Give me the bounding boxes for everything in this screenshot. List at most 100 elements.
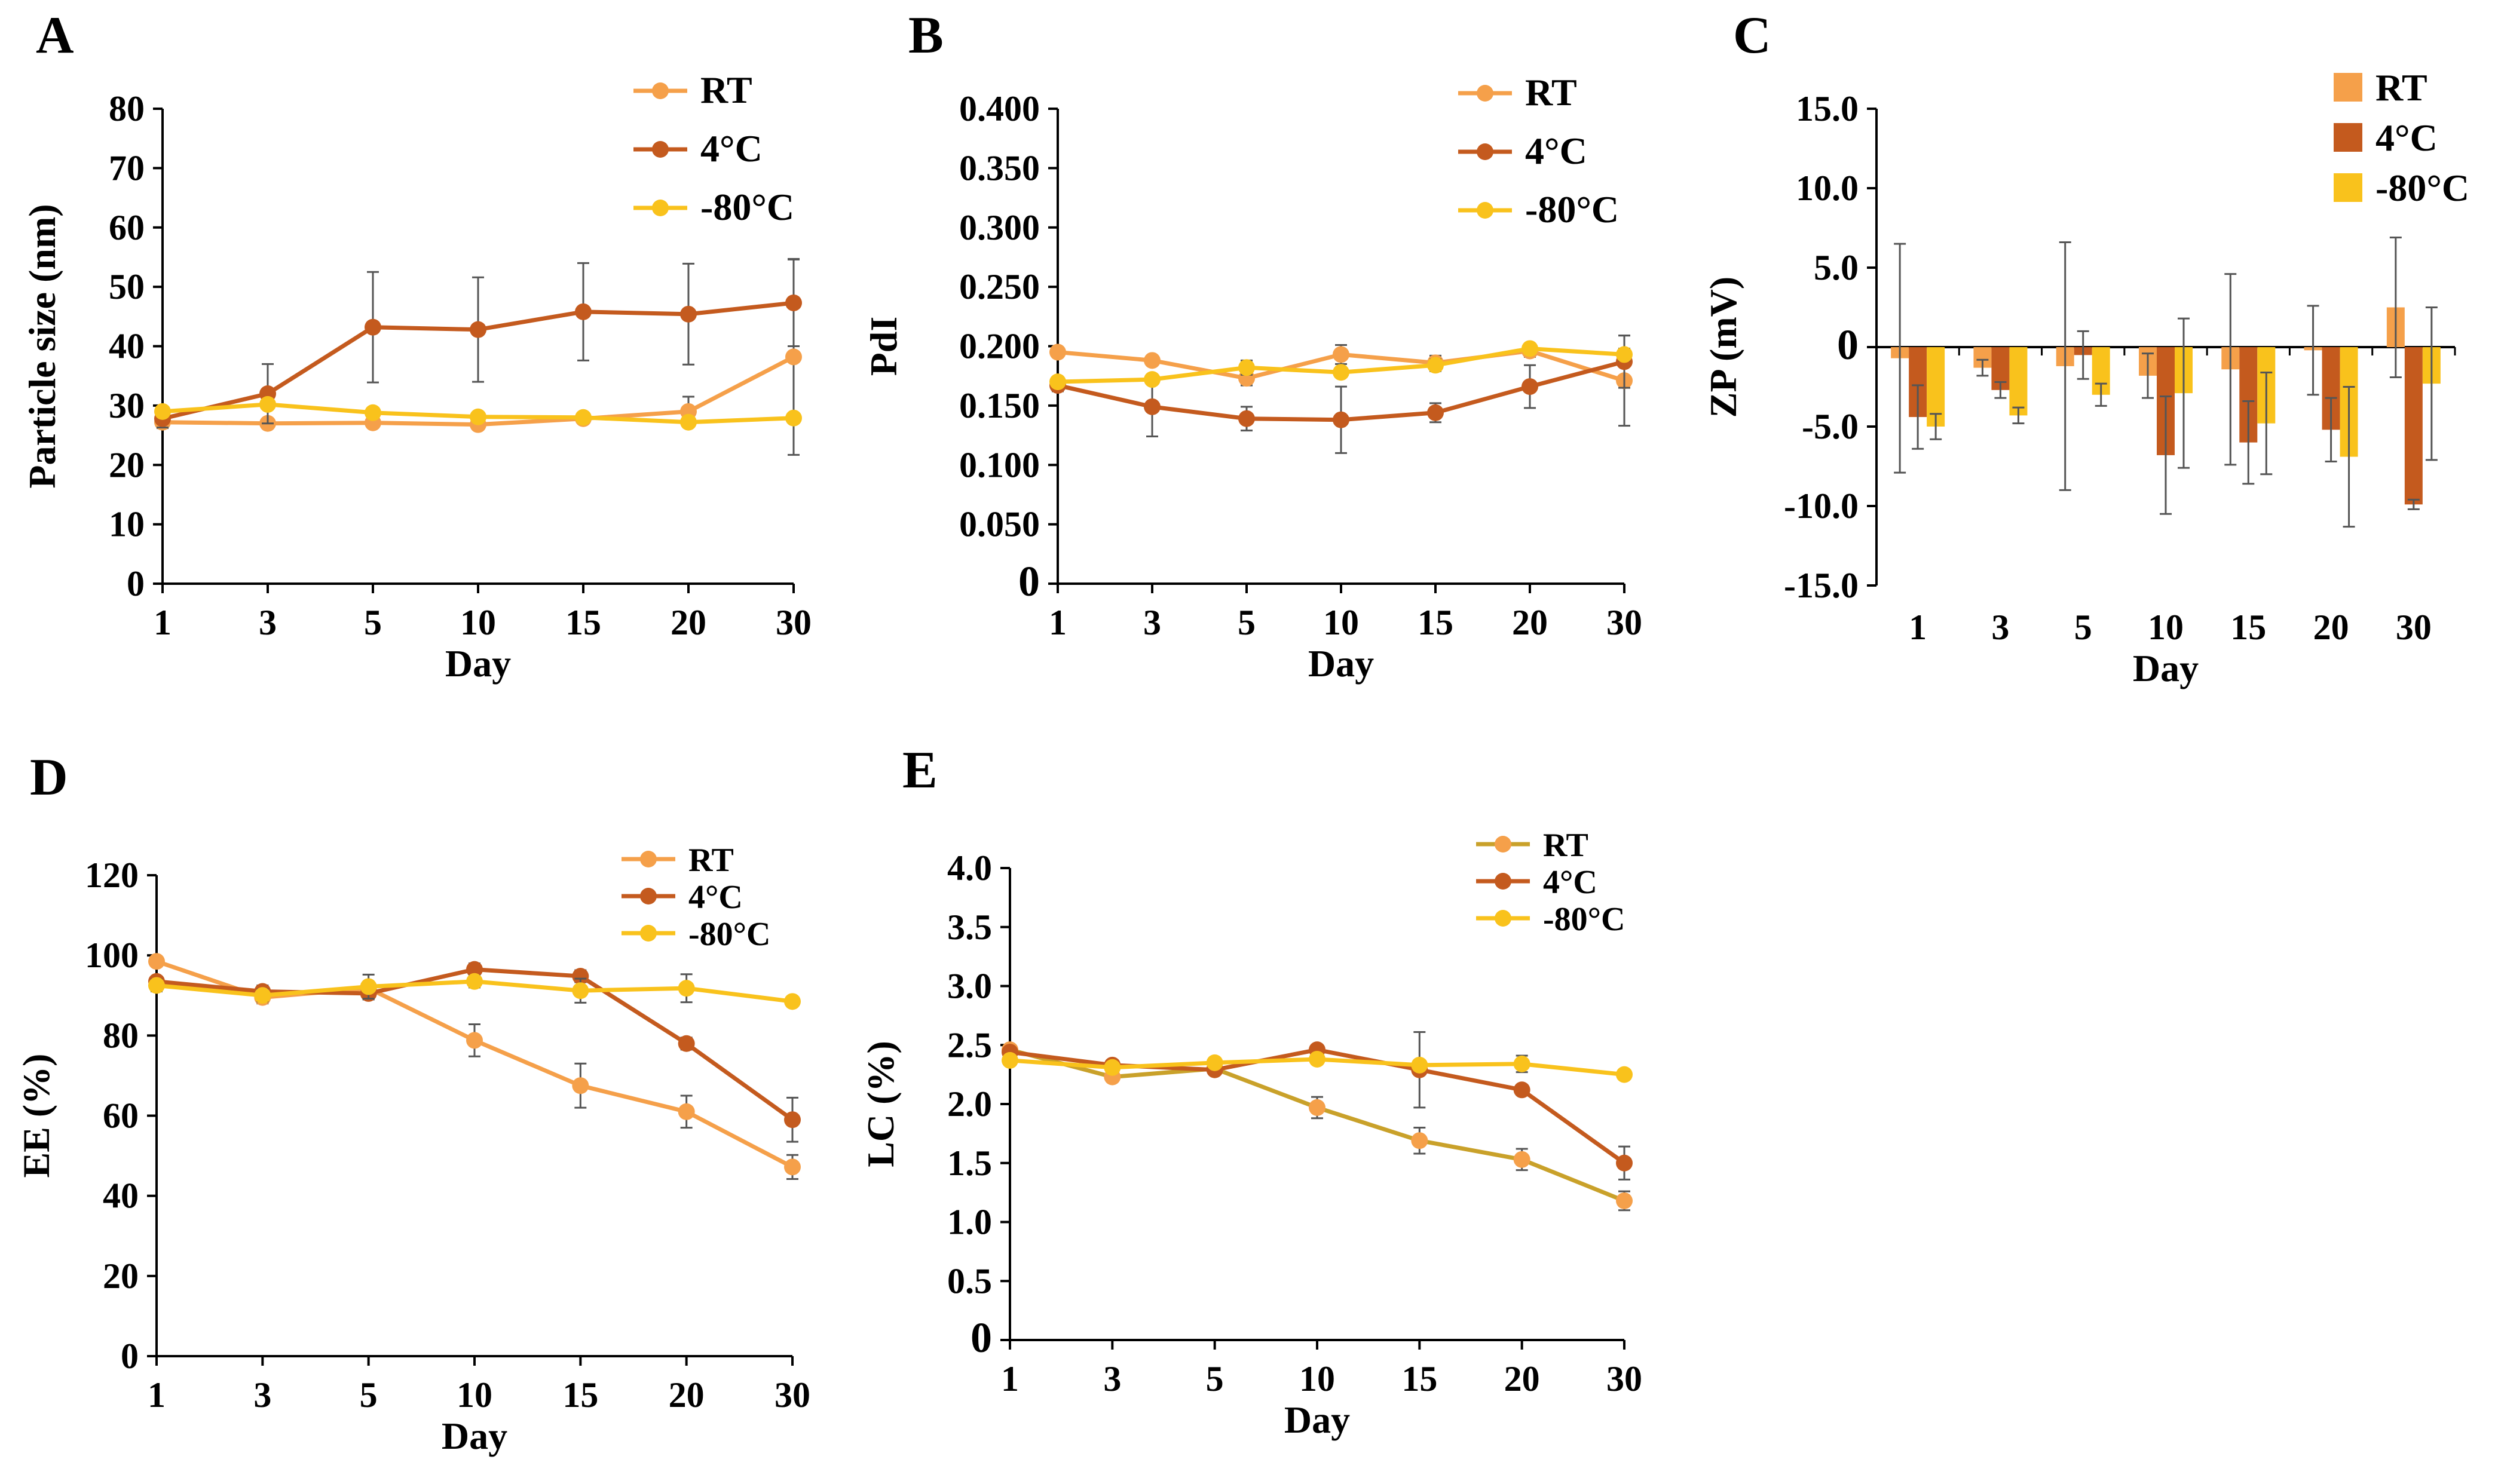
legend-item: 4°C: [2334, 116, 2438, 159]
y-tick-label: 3.0: [947, 967, 992, 1006]
legend-swatch: [2334, 73, 2362, 102]
x-tick-label: 1: [154, 603, 172, 642]
x-tick-label: 30: [1606, 603, 1642, 642]
data-point: [784, 1111, 801, 1129]
legend-item: 4°C: [1476, 864, 1597, 901]
y-tick-label: 100: [85, 936, 139, 975]
y-tick-label: 2.5: [947, 1025, 992, 1065]
data-point: [1513, 1081, 1530, 1099]
legend-label: -80°C: [1525, 188, 1619, 231]
legend-marker: [1495, 910, 1511, 927]
data-point: [1238, 359, 1255, 376]
data-point: [678, 980, 695, 997]
data-point: [1616, 346, 1633, 363]
x-tick-label: 15: [565, 603, 601, 642]
series--80°C: [1049, 340, 1633, 391]
data-point: [466, 961, 483, 978]
data-point: [1513, 1151, 1530, 1168]
x-tick-label: 3: [1143, 603, 1161, 642]
data-point: [1049, 344, 1066, 361]
legend-swatch: [2334, 123, 2362, 152]
y-tick-label: 0.350: [959, 148, 1040, 188]
data-point: [784, 993, 801, 1010]
y-tick-label: 60: [109, 208, 145, 247]
data-point: [784, 1158, 801, 1176]
x-tick-label: 30: [774, 1375, 810, 1415]
data-point: [1616, 1154, 1633, 1172]
legend-label: 4°C: [1543, 864, 1597, 901]
x-tick-label: 10: [2148, 608, 2184, 647]
y-tick-label: 1.5: [947, 1143, 992, 1183]
x-tick-label: 1: [1049, 603, 1067, 642]
y-tick-label: 4.0: [947, 848, 992, 888]
legend-marker: [1477, 85, 1493, 102]
y-tick-label: 0.250: [959, 267, 1040, 306]
y-tick-label: -15.0: [1784, 566, 1859, 605]
y-tick-label: 120: [85, 856, 139, 895]
x-axis-title: Day: [445, 642, 511, 685]
legend-label: 4°C: [1525, 130, 1587, 172]
data-point: [1522, 378, 1538, 395]
series--80°C: [1002, 1050, 1633, 1083]
y-tick-label: 80: [109, 89, 145, 128]
y-tick-label: 70: [109, 148, 145, 188]
y-axis-title: ZP (mV): [1702, 277, 1744, 418]
data-point: [1309, 1099, 1325, 1116]
data-point: [1002, 1051, 1018, 1069]
legend-label: -80°C: [688, 916, 770, 953]
data-point: [572, 968, 589, 985]
y-tick-label: 5.0: [1814, 248, 1859, 287]
legend-marker: [1477, 143, 1493, 160]
legend-item: RT: [633, 69, 752, 111]
y-tick-label: 0: [121, 1336, 139, 1376]
legend-marker: [1495, 836, 1511, 853]
y-tick-label: 40: [109, 327, 145, 366]
y-tick-label: 0.100: [959, 445, 1040, 485]
y-tick-label: 0.050: [959, 505, 1040, 544]
data-point: [259, 395, 276, 413]
legend: RT4°C-80°C: [1458, 71, 1619, 231]
data-point: [470, 408, 486, 425]
x-tick-label: 20: [2313, 608, 2349, 647]
panel-E: E 0 0.5 1.0 1.5 2.0 2.5 3.0 3.5 4.0 1 3 5 10 15 20 30 Day…: [859, 741, 1642, 1441]
legend-label: RT: [1543, 827, 1588, 864]
y-tick-label: 1.0: [947, 1203, 992, 1242]
x-tick-label: 30: [2396, 608, 2432, 647]
legend-item: -80°C: [633, 186, 794, 228]
data-point: [572, 982, 589, 999]
data-point: [1427, 357, 1444, 374]
legend: RT4°C-80°C: [1476, 827, 1625, 938]
data-point: [1144, 352, 1161, 369]
x-tick-label: 20: [1504, 1359, 1540, 1399]
data-point: [1522, 340, 1538, 357]
x-axis-title: Day: [1308, 642, 1374, 685]
series--80°C: [148, 973, 801, 1010]
data-point: [678, 1103, 695, 1120]
series-RT: [1891, 236, 2405, 491]
x-tick-label: 15: [1401, 1359, 1437, 1399]
x-tick-label: 3: [1103, 1359, 1121, 1399]
y-axis-title: LC (%): [859, 1041, 902, 1167]
legend-label: RT: [688, 842, 734, 879]
legend-marker: [652, 141, 669, 158]
series--80°C: [1927, 306, 2441, 528]
data-point: [360, 978, 377, 995]
y-tick-label: 20: [103, 1256, 139, 1296]
data-point: [1333, 346, 1349, 363]
x-tick-label: 3: [259, 603, 277, 642]
x-tick-label: 5: [1238, 603, 1256, 642]
legend-item: RT: [1476, 827, 1588, 864]
x-tick-label: 30: [776, 603, 812, 642]
x-tick-label: 20: [1512, 603, 1548, 642]
legend-item: -80°C: [2334, 167, 2469, 209]
x-tick-label: 15: [562, 1375, 598, 1415]
data-point: [466, 973, 483, 990]
legend-label: RT: [2375, 66, 2427, 109]
y-tick-label: 20: [109, 445, 145, 485]
y-tick-label: 0: [971, 1314, 992, 1362]
y-tick-label: 0.5: [947, 1261, 992, 1301]
x-tick-label: 10: [1323, 603, 1359, 642]
data-point: [1333, 364, 1349, 381]
data-point: [470, 321, 486, 338]
x-tick-label: 5: [1206, 1359, 1224, 1399]
